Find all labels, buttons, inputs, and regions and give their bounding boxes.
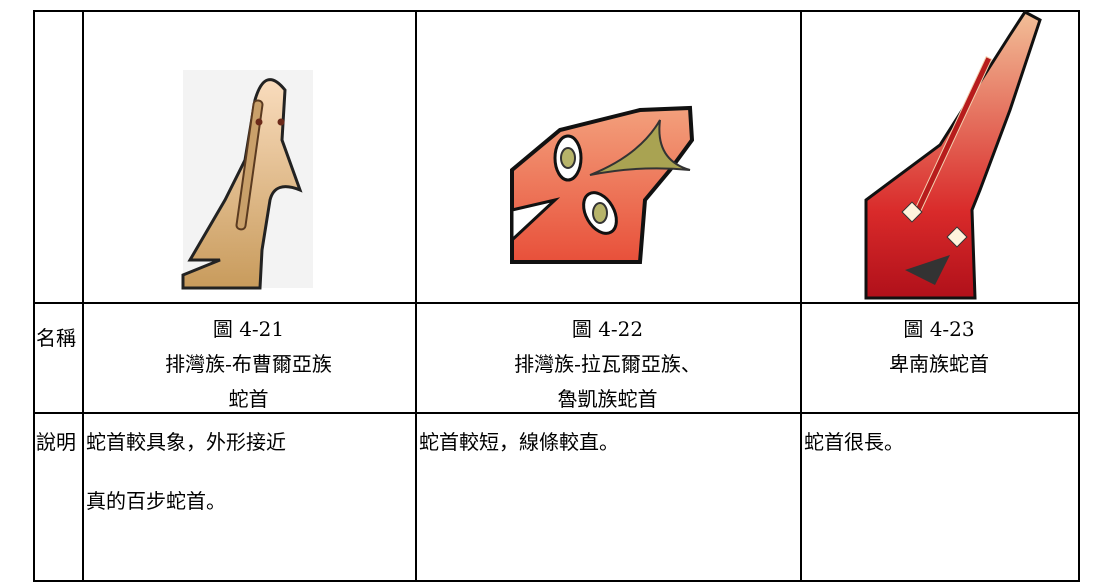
caption-line: 排灣族-布曹爾亞族 bbox=[165, 352, 332, 376]
vertical-border bbox=[1078, 10, 1080, 582]
caption-line: 圖 4-23 bbox=[903, 317, 975, 341]
caption-line: 圖 4-21 bbox=[212, 317, 285, 341]
horizontal-border bbox=[33, 10, 1080, 12]
caption-line: 圖 4-22 bbox=[571, 317, 644, 341]
row-header: 名稱 bbox=[36, 326, 76, 350]
description-line: 蛇首較具象，外形接近 bbox=[86, 430, 286, 454]
horizontal-border bbox=[33, 580, 1080, 582]
description-line: 真的百步蛇首。 bbox=[86, 489, 226, 513]
horizontal-border bbox=[33, 302, 1080, 304]
caption-line: 蛇首 bbox=[228, 387, 269, 411]
figure-4-21 bbox=[181, 70, 313, 290]
caption-line: 魯凱族蛇首 bbox=[557, 387, 658, 411]
figure-4-22 bbox=[510, 105, 695, 264]
row-header: 說明 bbox=[36, 430, 76, 454]
description-line: 蛇首較短，線條較直。 bbox=[419, 430, 619, 454]
vertical-border bbox=[82, 10, 84, 582]
description-line: 蛇首很長。 bbox=[804, 430, 904, 454]
horizontal-border bbox=[33, 412, 1080, 414]
vertical-border bbox=[33, 10, 35, 582]
figure-4-23 bbox=[864, 10, 1042, 300]
vertical-border bbox=[415, 10, 417, 582]
caption-line: 卑南族蛇首 bbox=[889, 352, 989, 376]
caption-line: 排灣族-拉瓦爾亞族、 bbox=[514, 352, 701, 376]
vertical-border bbox=[800, 10, 802, 582]
